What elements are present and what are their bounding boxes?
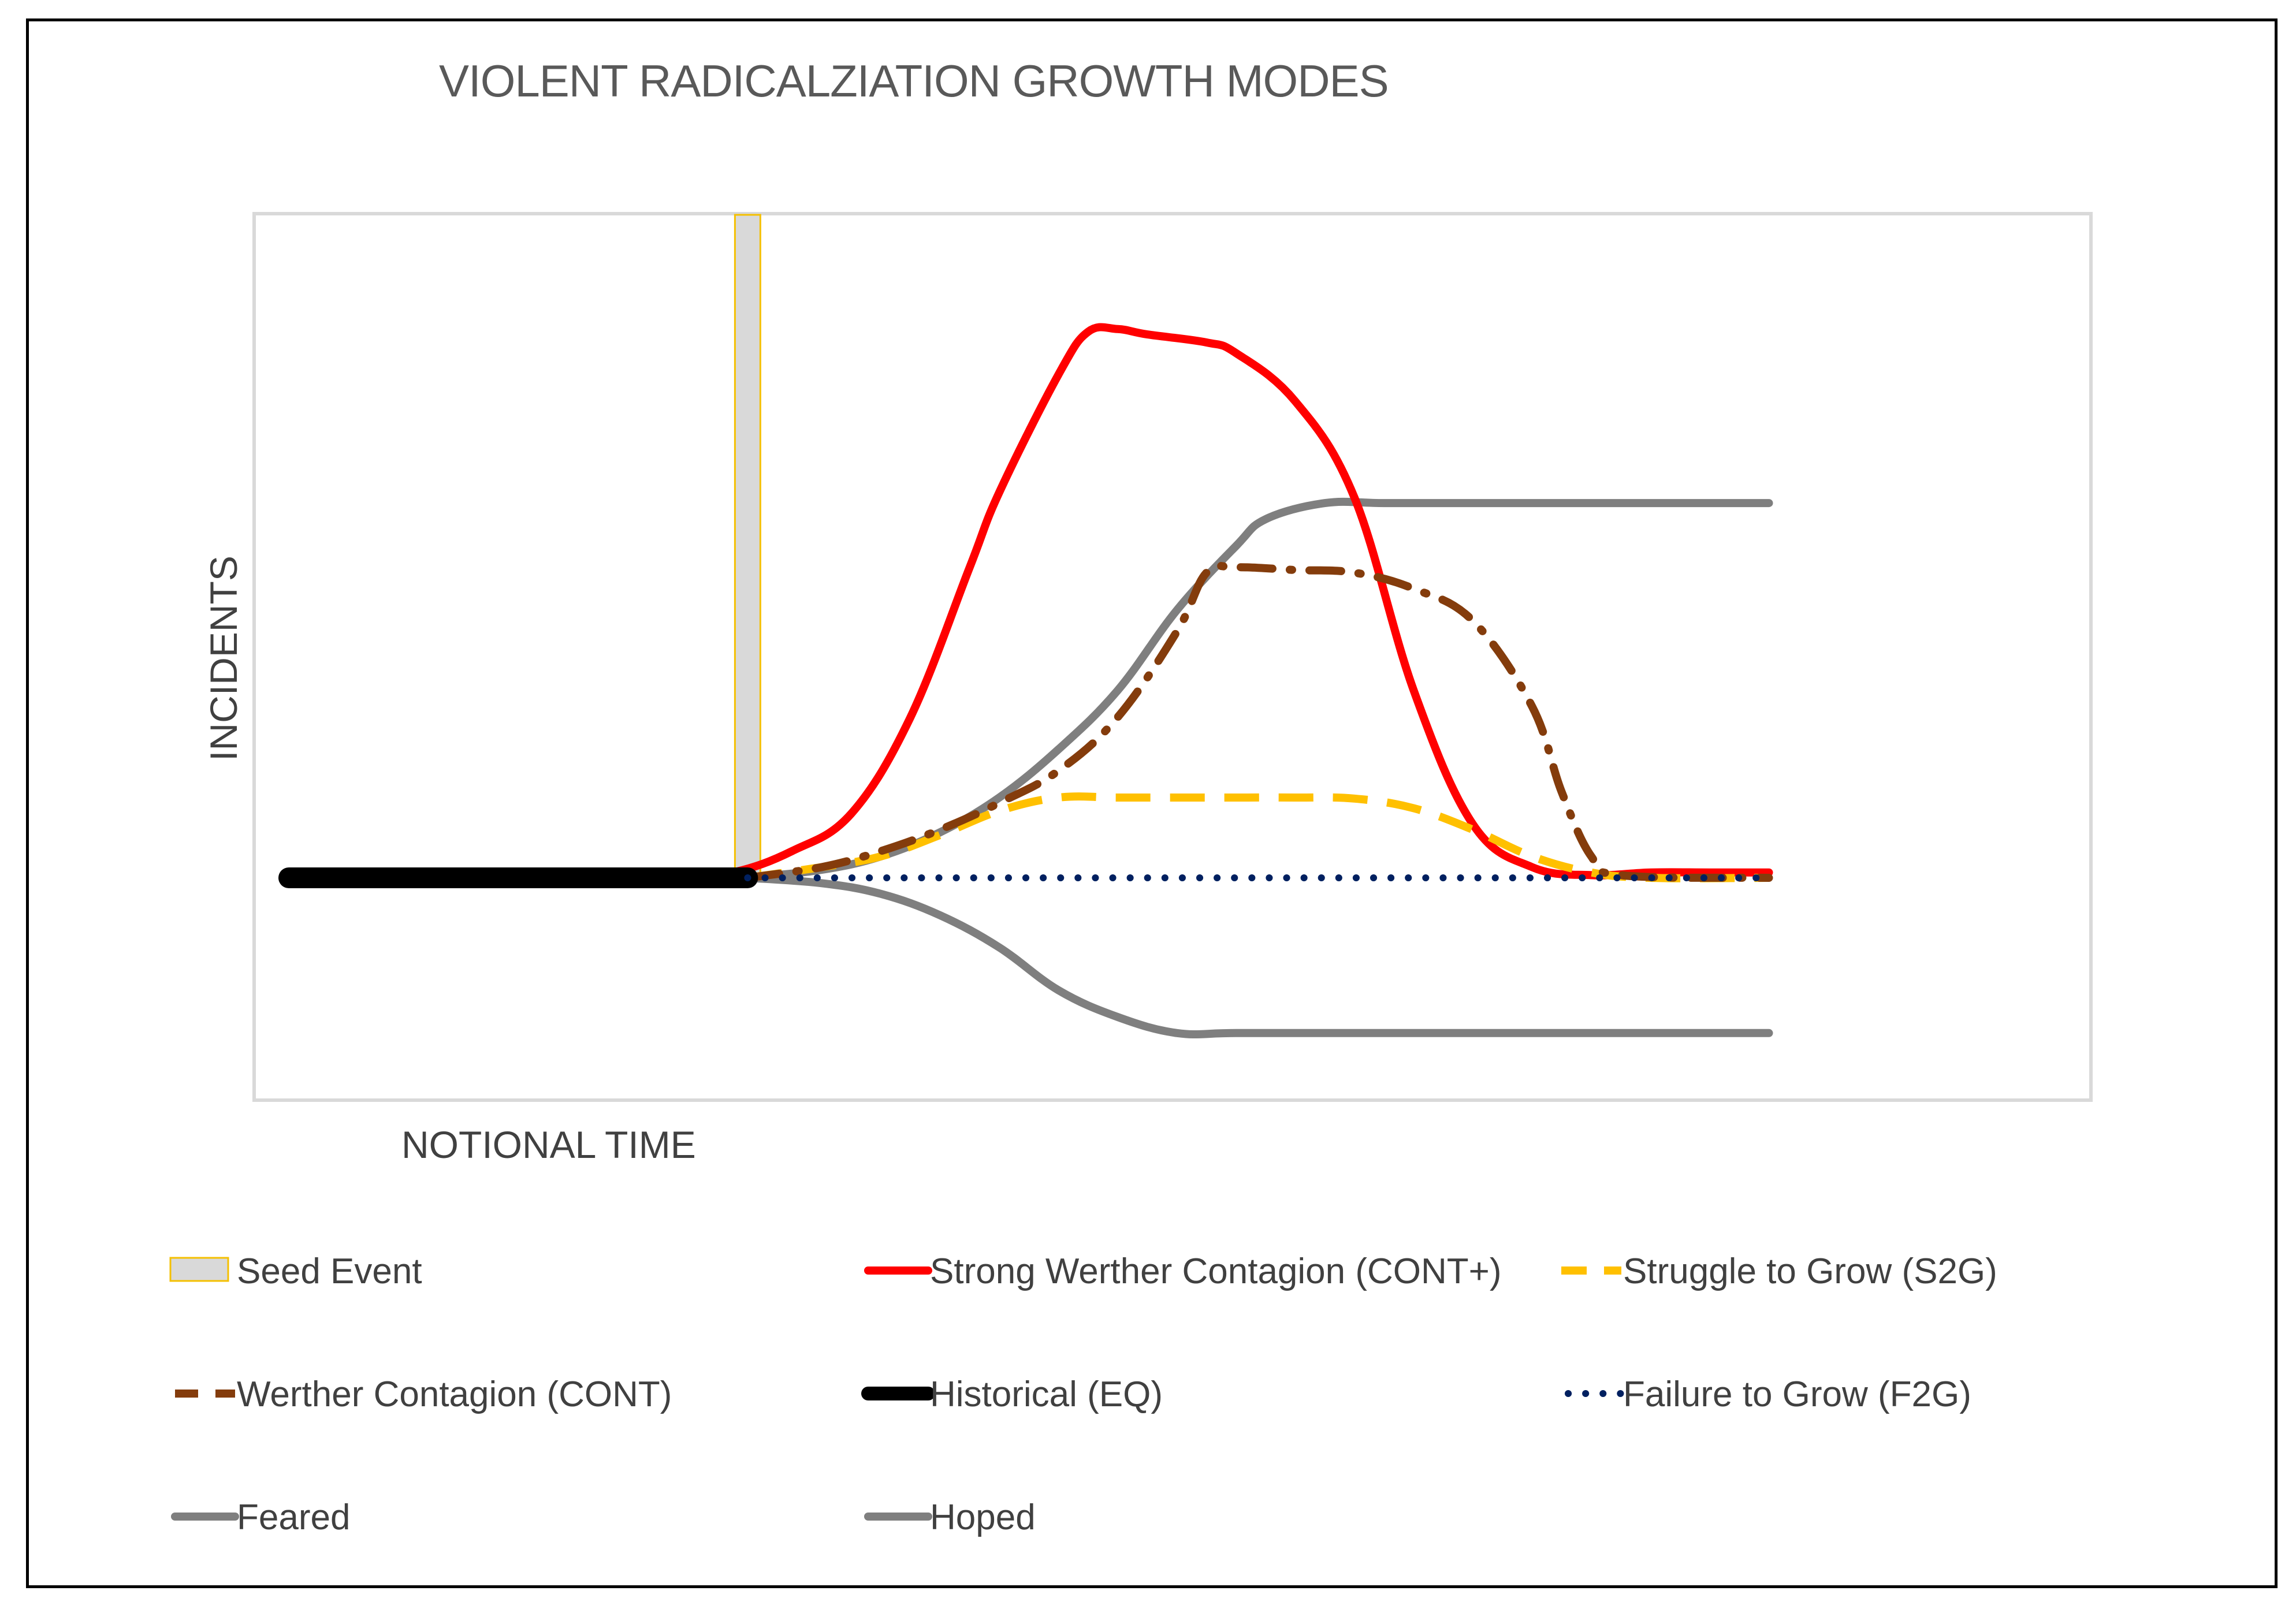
legend-item-hoped: Hoped: [864, 1497, 1036, 1537]
chart-title: VIOLENT RADICALZIATION GROWTH MODES: [439, 55, 1389, 106]
legend-label: Struggle to Grow (S2G): [1623, 1251, 1997, 1291]
legend-label: Strong Werther Contagion (CONT+): [930, 1251, 1502, 1291]
series-line-hoped: [743, 874, 1773, 1039]
series-layer: [278, 323, 1773, 1039]
x-axis-label: NOTIONAL TIME: [401, 1123, 696, 1166]
legend-label: Seed Event: [237, 1251, 422, 1291]
legend: Seed Event Strong Werther Contagion (CONT…: [169, 1251, 1997, 1537]
legend-label: Werther Contagion (CONT): [237, 1374, 672, 1414]
legend-item-feared: Feared: [171, 1497, 350, 1537]
legend-item-cont: Werther Contagion (CONT): [175, 1374, 672, 1414]
legend-item-cont-plus: Strong Werther Contagion (CONT+): [864, 1251, 1502, 1291]
legend-item-eq: Historical (EQ): [861, 1374, 1163, 1414]
y-axis-label: INCIDENTS: [202, 556, 245, 761]
figure-frame: [26, 18, 2278, 1588]
series-line-cont: [743, 561, 1773, 882]
legend-item-seed: Seed Event: [169, 1251, 422, 1291]
seed-event-layer: [734, 214, 761, 879]
legend-item-f2g: Failure to Grow (F2G): [1565, 1374, 1971, 1414]
legend-label: Feared: [237, 1497, 350, 1537]
legend-item-s2g: Struggle to Grow (S2G): [1561, 1251, 1997, 1291]
legend-swatch: [169, 1257, 229, 1282]
series-line-s2g: [747, 792, 1769, 882]
seed-event-bar: [734, 214, 761, 879]
legend-label: Failure to Grow (F2G): [1623, 1374, 1971, 1414]
series-line-cont-plus: [669, 323, 1773, 882]
legend-label: Historical (EQ): [930, 1374, 1163, 1414]
plot-area: [252, 212, 2093, 1102]
legend-label: Hoped: [930, 1497, 1036, 1537]
